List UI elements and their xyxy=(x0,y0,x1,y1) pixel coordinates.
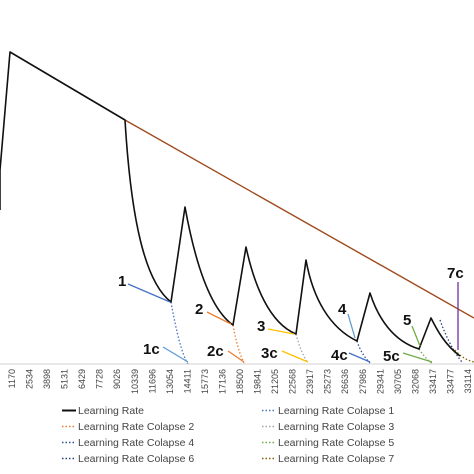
annotation-label-2: 2 xyxy=(195,301,203,318)
annotation-pointer-1 xyxy=(127,283,171,303)
x-tick-label: 27986 xyxy=(358,369,368,394)
collapse-curve-3 xyxy=(295,333,309,364)
annotation-pointer-4c xyxy=(348,352,371,363)
annotation-pointer-5c xyxy=(402,352,433,363)
x-tick-label: 9026 xyxy=(112,369,122,389)
legend-label-2: Learning Rate Colapse 1 xyxy=(278,405,394,417)
x-tick-label: 26636 xyxy=(340,369,350,394)
annotation-label-4c: 4c xyxy=(331,347,348,364)
annotation-label-1c: 1c xyxy=(143,341,160,358)
x-tick-label: 23917 xyxy=(305,369,315,394)
x-tick-label: 2534 xyxy=(25,369,35,389)
x-tick-label: 3898 xyxy=(42,369,52,389)
annotation-label-5c: 5c xyxy=(383,348,400,365)
linear-decay-line xyxy=(124,119,474,319)
x-tick-label: 7728 xyxy=(95,369,105,389)
collapse-curve-2 xyxy=(232,324,245,364)
annotation-label-4: 4 xyxy=(338,301,347,318)
legend-label-6: Learning Rate Colapse 5 xyxy=(278,437,394,449)
annotation-label-3: 3 xyxy=(257,318,265,335)
annotation-label-3c: 3c xyxy=(261,345,278,362)
annotations: 1 2 3 4 5 7c 1c 2c 3c 4c 5c xyxy=(118,265,464,365)
annotation-pointer-2 xyxy=(206,311,232,325)
annotation-label-2c: 2c xyxy=(207,343,224,360)
x-tick-label: 14411 xyxy=(182,369,192,393)
x-axis-ticks: 1170 2534 3898 5131 6429 7728 9026 10339 11696 13… xyxy=(7,369,473,394)
x-tick-label: 33114 xyxy=(463,369,473,393)
legend-label-7: Learning Rate Colapse 6 xyxy=(78,453,194,465)
annotation-pointer-4 xyxy=(347,313,356,339)
x-tick-label: 17136 xyxy=(217,369,227,394)
x-tick-label: 22568 xyxy=(288,369,298,394)
x-tick-label: 32068 xyxy=(410,369,420,394)
x-tick-label: 21205 xyxy=(270,369,280,394)
x-tick-label: 6429 xyxy=(77,369,87,389)
annotation-pointer-5 xyxy=(411,325,421,347)
x-tick-label: 5131 xyxy=(60,369,70,389)
collapse-curve-1 xyxy=(170,301,189,365)
x-tick-label: 33477 xyxy=(445,369,455,394)
legend-label-1: Learning Rate xyxy=(78,405,144,417)
collapse-curve-5 xyxy=(418,348,434,365)
x-tick-label: 11696 xyxy=(147,369,157,393)
x-tick-label: 13054 xyxy=(165,369,175,394)
x-tick-label: 33417 xyxy=(428,369,438,394)
x-tick-label: 15773 xyxy=(200,369,210,394)
x-tick-label: 18500 xyxy=(235,369,245,394)
annotation-label-7c: 7c xyxy=(447,265,464,282)
annotation-label-5: 5 xyxy=(403,312,411,329)
legend-label-8: Learning Rate Colapse 7 xyxy=(278,453,394,465)
annotation-pointer-1c xyxy=(162,346,189,363)
x-tick-label: 25273 xyxy=(323,369,333,394)
annotation-pointer-3 xyxy=(267,328,295,335)
x-tick-label: 19841 xyxy=(253,369,263,394)
learning-rate-line xyxy=(0,51,461,357)
annotation-label-1: 1 xyxy=(118,273,126,290)
x-tick-label: 1170 xyxy=(7,369,17,388)
x-tick-label: 10339 xyxy=(130,369,140,394)
x-tick-label: 29341 xyxy=(375,369,385,394)
annotation-pointer-3c xyxy=(281,350,309,363)
collapse-curve-7 xyxy=(454,349,474,363)
legend-label-4: Learning Rate Colapse 3 xyxy=(278,421,394,433)
x-tick-label: 30705 xyxy=(393,369,403,394)
annotation-pointer-2c xyxy=(227,350,245,363)
legend-label-3: Learning Rate Colapse 2 xyxy=(78,421,194,433)
legend-label-5: Learning Rate Colapse 4 xyxy=(78,437,194,449)
collapse-curve-6 xyxy=(439,319,463,363)
legend: Learning Rate Learning Rate Colapse 1 Lear… xyxy=(62,405,394,465)
